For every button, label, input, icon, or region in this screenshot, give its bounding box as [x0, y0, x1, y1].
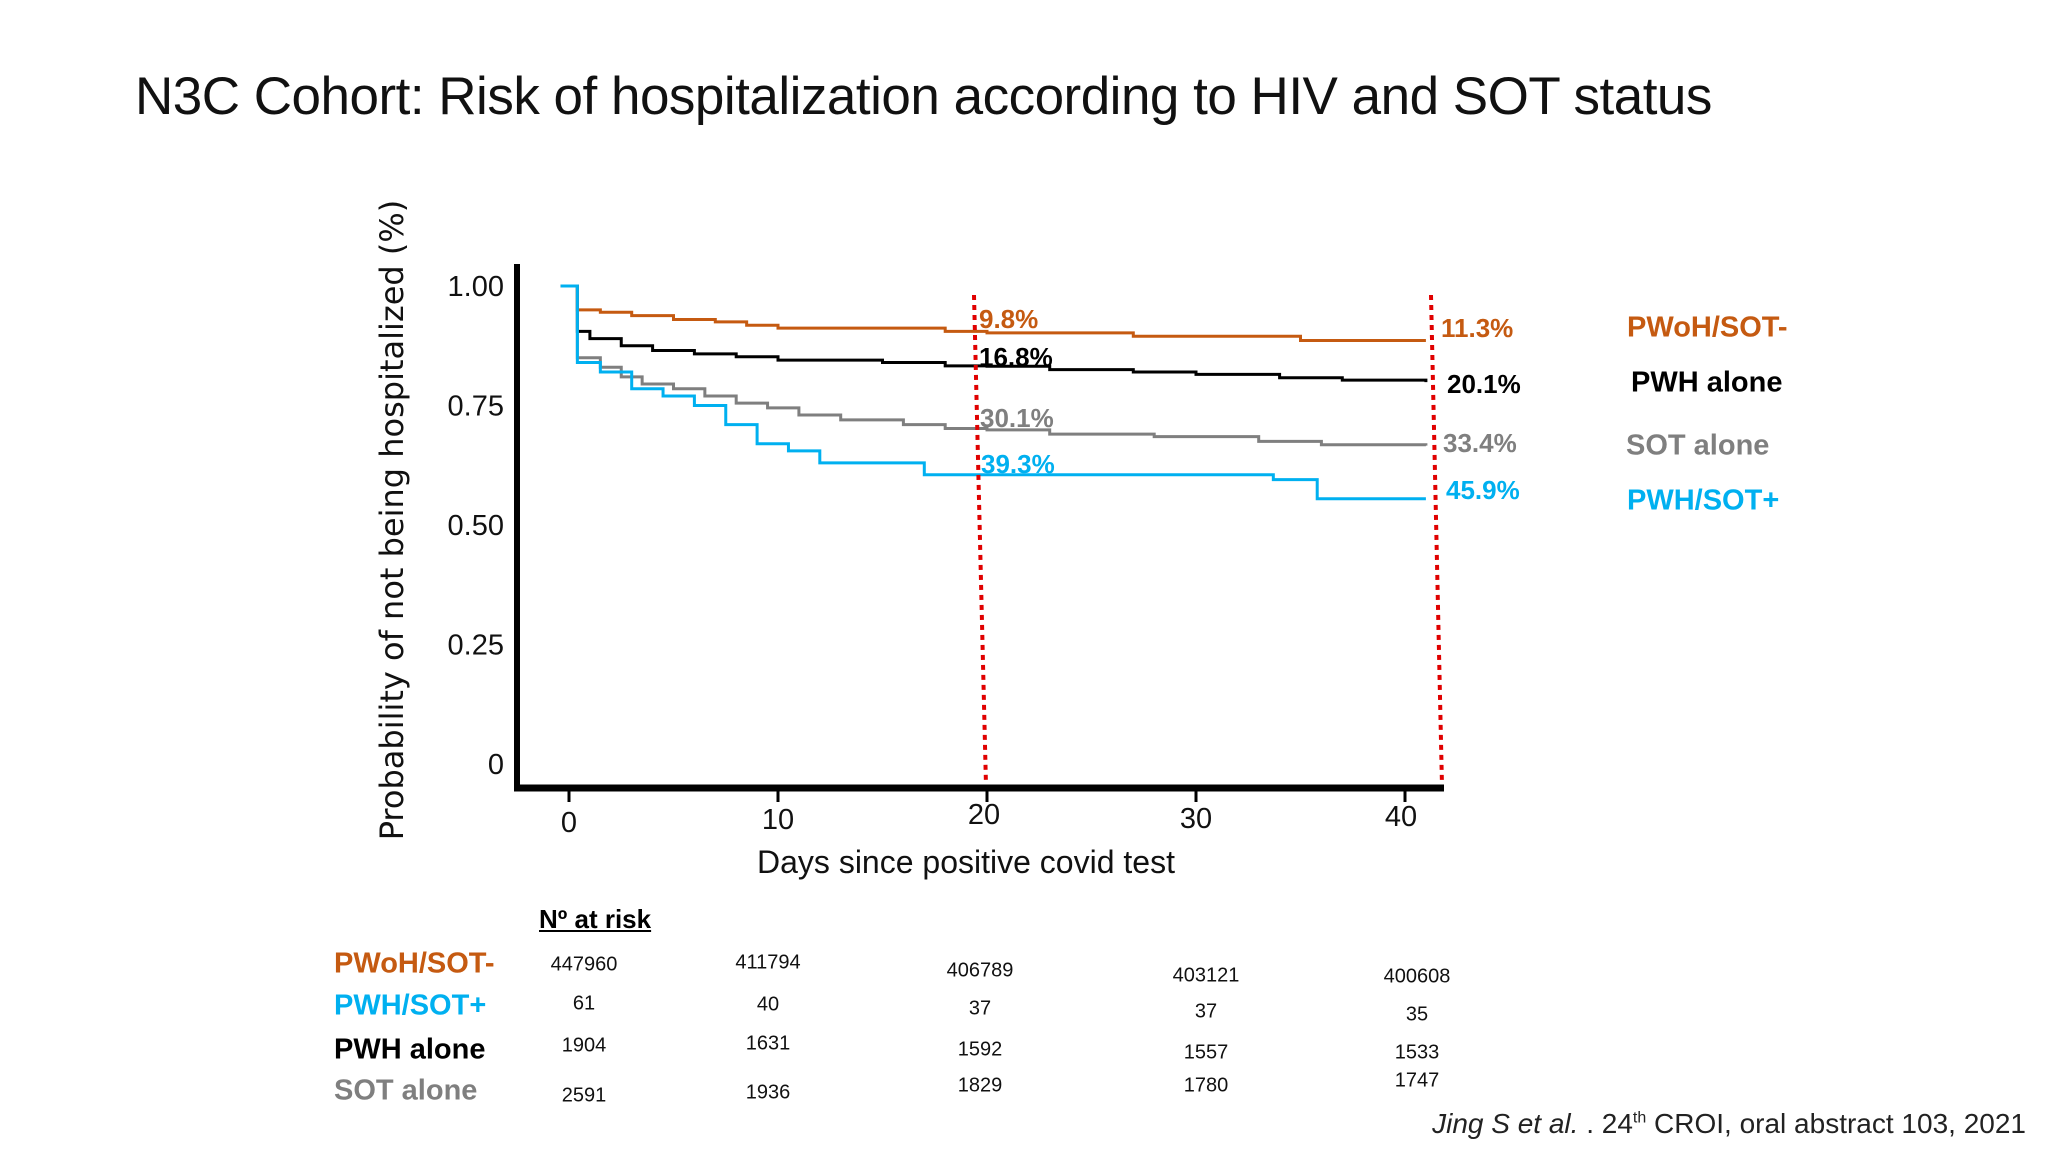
- legend-item: PWoH/SOT-: [1627, 311, 1788, 344]
- x-tick-label: 0: [561, 807, 577, 839]
- citation-sup: th: [1632, 1109, 1647, 1127]
- series-line-pwh-alone: [560, 284, 1428, 383]
- risk-cell: 37: [1194, 1000, 1218, 1023]
- annotation-label: 9.8%: [979, 304, 1038, 334]
- risk-row-label: PWoH/SOT-: [334, 947, 495, 980]
- legend-item: SOT alone: [1626, 429, 1770, 462]
- series-line-pwh-sot-: [560, 284, 1426, 501]
- y-tick-label: 1.00: [448, 271, 504, 303]
- citation: Jing S et al. . 24th CROI, oral abstract…: [1432, 1108, 2026, 1140]
- risk-cell: 400608: [1383, 965, 1451, 988]
- annotation-label: 11.3%: [1441, 313, 1513, 343]
- risk-row-label: PWH/SOT+: [334, 989, 487, 1022]
- x-tick-label: 30: [1180, 803, 1212, 835]
- annotation-label: 45.9%: [1446, 475, 1520, 505]
- x-tick-label: 20: [968, 799, 1000, 831]
- risk-cell: 403121: [1172, 964, 1240, 987]
- risk-cell: 1936: [745, 1081, 791, 1104]
- annotation-label: 39.3%: [981, 449, 1055, 479]
- risk-cell: 1533: [1394, 1041, 1440, 1064]
- x-tick-label: 40: [1385, 801, 1417, 833]
- x-axis-label: Days since positive covid test: [757, 844, 1175, 880]
- risk-cell: 411794: [735, 951, 801, 974]
- y-axis-label: Probability of not being hospitalized (%…: [373, 200, 411, 841]
- y-tick-label: 0.25: [448, 630, 504, 662]
- series-line-sot-alone: [560, 284, 1428, 447]
- x-tick-label: 10: [762, 804, 794, 836]
- risk-cell: 1829: [957, 1074, 1003, 1097]
- citation-sep: . 24: [1578, 1108, 1633, 1139]
- risk-cell: 1747: [1394, 1069, 1440, 1092]
- risk-cell: 2591: [561, 1084, 607, 1107]
- risk-cell: 1904: [561, 1034, 607, 1057]
- page-title: N3C Cohort: Risk of hospitalization acco…: [135, 67, 1712, 126]
- risk-cell: 61: [572, 992, 596, 1015]
- risk-cell: 447960: [550, 953, 618, 976]
- risk-table-header: Nº at risk: [539, 904, 652, 934]
- risk-cell: 37: [968, 997, 992, 1020]
- risk-cell: 1557: [1183, 1041, 1229, 1064]
- citation-rest: CROI, oral abstract 103, 2021: [1646, 1108, 2026, 1139]
- risk-cell: 35: [1405, 1003, 1429, 1026]
- risk-cell: 40: [756, 993, 780, 1016]
- risk-cell: 1631: [745, 1032, 791, 1055]
- annotation-label: 33.4%: [1443, 428, 1517, 458]
- y-tick-label: 0.75: [448, 391, 504, 423]
- series-line-pwoh-sot-: [560, 284, 1426, 342]
- risk-cell: 1780: [1183, 1074, 1229, 1097]
- legend-item: PWH/SOT+: [1627, 484, 1780, 517]
- y-tick-label: 0: [488, 749, 504, 781]
- reference-line-day-41: [1429, 294, 1444, 787]
- citation-authors: Jing S et al.: [1432, 1108, 1579, 1139]
- risk-row-label: SOT alone: [334, 1074, 478, 1107]
- annotation-label: 30.1%: [980, 403, 1054, 433]
- y-tick-label: 0.50: [448, 510, 504, 542]
- risk-row-label: PWH alone: [334, 1033, 486, 1066]
- risk-cell: 1592: [957, 1038, 1003, 1061]
- legend-item: PWH alone: [1631, 366, 1783, 399]
- risk-cell: 406789: [946, 959, 1014, 982]
- reference-line-day-20: [972, 294, 988, 787]
- annotation-label: 16.8%: [979, 342, 1053, 372]
- annotation-label: 20.1%: [1447, 369, 1521, 399]
